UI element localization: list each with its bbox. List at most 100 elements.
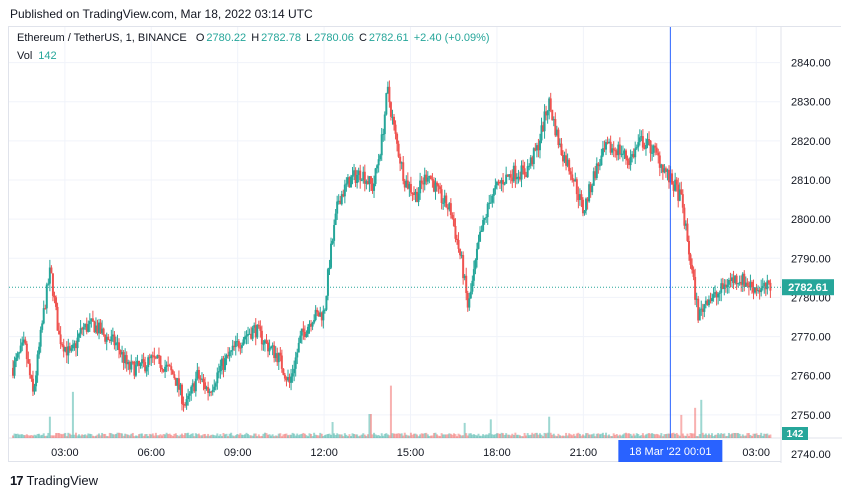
chart-frame[interactable]: 2840.00 2830.00 2820.00 2810.00 2800.00 2790.… — [8, 26, 842, 463]
volume-bar — [744, 435, 747, 438]
volume-bar — [562, 435, 565, 438]
candle-body — [723, 284, 726, 290]
candle-body — [640, 136, 643, 138]
volume-bar — [414, 433, 417, 438]
volume-bar — [230, 432, 233, 438]
candle-body — [270, 346, 273, 349]
volume-bar — [65, 436, 68, 438]
candle-body — [376, 165, 379, 169]
candle-body — [562, 155, 565, 162]
legend-close-value: 2782.61 — [368, 32, 409, 44]
volume-bar — [746, 433, 749, 438]
price-chart[interactable]: 2840.00 2830.00 2820.00 2810.00 2800.00 2790.… — [9, 27, 842, 463]
volume-bar — [402, 435, 405, 438]
candle-body — [455, 238, 458, 240]
x-tick-label: 06:00 — [138, 447, 166, 459]
candle-body — [124, 355, 127, 364]
volume-bar — [557, 433, 560, 438]
candle-body — [411, 192, 414, 195]
volume-bar — [85, 435, 88, 438]
candle-body — [445, 195, 448, 208]
candle-body — [431, 179, 434, 181]
candle-body — [526, 166, 529, 178]
volume-bar — [121, 433, 124, 438]
candle-body — [621, 153, 624, 155]
volume-bar — [116, 432, 119, 438]
candle-body — [551, 109, 554, 121]
candle-body — [465, 275, 468, 294]
volume-bar — [416, 434, 419, 438]
candle-body — [348, 177, 351, 188]
volume-bar — [296, 433, 299, 438]
legend-high-value: 2782.78 — [261, 32, 301, 44]
candle-body — [322, 310, 325, 321]
volume-bar — [712, 436, 715, 438]
candle-body — [408, 184, 411, 189]
volume-bar — [426, 434, 429, 438]
candle-body — [545, 111, 548, 116]
volume-bar — [263, 432, 266, 438]
volume-bar — [491, 434, 494, 438]
candle-body — [35, 375, 38, 387]
volume-bar — [431, 435, 434, 438]
volume-bar — [84, 434, 87, 438]
volume-bar — [224, 434, 227, 438]
volume-bar — [674, 433, 677, 438]
footer-brand[interactable]: 17 TradingView — [10, 473, 98, 488]
volume-bar — [657, 434, 660, 438]
volume-bar — [711, 433, 714, 438]
candle-body — [589, 184, 592, 193]
candle-body — [110, 336, 113, 342]
candle-body — [522, 165, 525, 169]
volume-bar — [219, 434, 222, 438]
candle-body — [48, 267, 51, 284]
volume-bar — [42, 433, 45, 438]
candle-body — [173, 374, 176, 378]
volume-bar — [204, 433, 207, 438]
candle-body — [508, 174, 511, 177]
x-tick-label: 15:00 — [397, 447, 425, 459]
volume-bar — [518, 435, 521, 438]
volume-bar — [638, 435, 641, 438]
volume-bar — [45, 435, 48, 438]
candle-body — [721, 283, 724, 290]
volume-bar — [672, 432, 675, 438]
volume-bar — [661, 436, 664, 438]
volume-bar — [423, 433, 426, 438]
candle-body — [529, 157, 532, 166]
volume-bar — [692, 433, 695, 438]
candle-body — [511, 177, 514, 182]
candle-body — [247, 334, 250, 336]
volume-bar — [571, 435, 574, 438]
volume-bar — [684, 435, 687, 438]
volume-bar — [723, 433, 726, 438]
volume-bar — [640, 435, 643, 438]
volume-bar — [179, 434, 182, 438]
volume-bar — [542, 436, 545, 438]
candle-body — [754, 287, 757, 293]
volume-bar — [483, 435, 486, 438]
candle-body — [671, 173, 674, 185]
volume-bar — [280, 436, 283, 438]
legend-low-label: L — [306, 32, 313, 44]
volume-bar — [595, 433, 598, 438]
x-tick-label: 12:00 — [310, 447, 338, 459]
candle-body — [472, 269, 475, 281]
candle-body — [280, 355, 283, 369]
volume-bar — [176, 435, 179, 438]
legend-symbol[interactable]: Ethereum / TetherUS, 1, BINANCE — [17, 32, 187, 44]
volume-bar — [419, 434, 422, 438]
volume-bar — [21, 434, 24, 438]
volume-bar — [720, 433, 723, 438]
y-tick-label: 2790.00 — [791, 253, 831, 265]
candle-body — [27, 359, 30, 364]
candle-body — [437, 185, 440, 187]
volume-bar — [531, 432, 534, 438]
candle-body — [668, 169, 671, 183]
candle-body — [113, 334, 116, 346]
volume-bar — [594, 436, 597, 438]
candle-body — [755, 287, 758, 291]
candle-body — [94, 325, 97, 333]
volume-bar — [357, 436, 360, 438]
candle-body — [706, 300, 709, 306]
